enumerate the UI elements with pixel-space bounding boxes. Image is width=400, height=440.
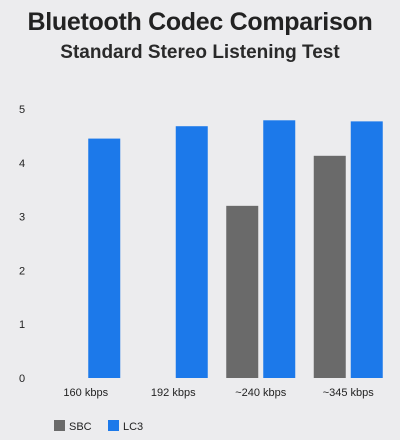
- x-tick-label: ~240 kbps: [235, 387, 287, 399]
- y-tick-label: 4: [19, 158, 25, 170]
- y-tick-label: 1: [19, 319, 25, 331]
- y-tick-label: 3: [19, 212, 25, 224]
- legend-label-sbc: SBC: [69, 421, 92, 433]
- y-axis-ticks: 0 1 2 3 4 5: [19, 104, 25, 385]
- y-tick-label: 5: [19, 104, 25, 116]
- bar-sbc-2: [226, 205, 259, 378]
- legend-swatch-lc3: [108, 420, 119, 431]
- bars: [88, 120, 383, 379]
- legend-label-lc3: LC3: [123, 421, 143, 433]
- bar-lc3-1: [175, 126, 208, 378]
- bar-sbc-3: [313, 155, 346, 378]
- y-tick-label: 2: [19, 265, 25, 277]
- x-axis-ticks: 160 kbps 192 kbps ~240 kbps ~345 kbps: [63, 387, 374, 399]
- x-tick-label: 192 kbps: [151, 387, 196, 399]
- legend-swatch-sbc: [54, 420, 65, 431]
- chart-title: Bluetooth Codec Comparison: [27, 8, 373, 36]
- bar-lc3-2: [263, 120, 296, 378]
- x-tick-label: ~345 kbps: [323, 387, 375, 399]
- bar-lc3-0: [88, 138, 121, 378]
- x-tick-label: 160 kbps: [63, 387, 108, 399]
- y-tick-label: 0: [19, 373, 25, 385]
- bar-lc3-3: [350, 121, 383, 379]
- chart-subtitle: Standard Stereo Listening Test: [60, 42, 340, 63]
- legend: SBC LC3: [54, 420, 143, 433]
